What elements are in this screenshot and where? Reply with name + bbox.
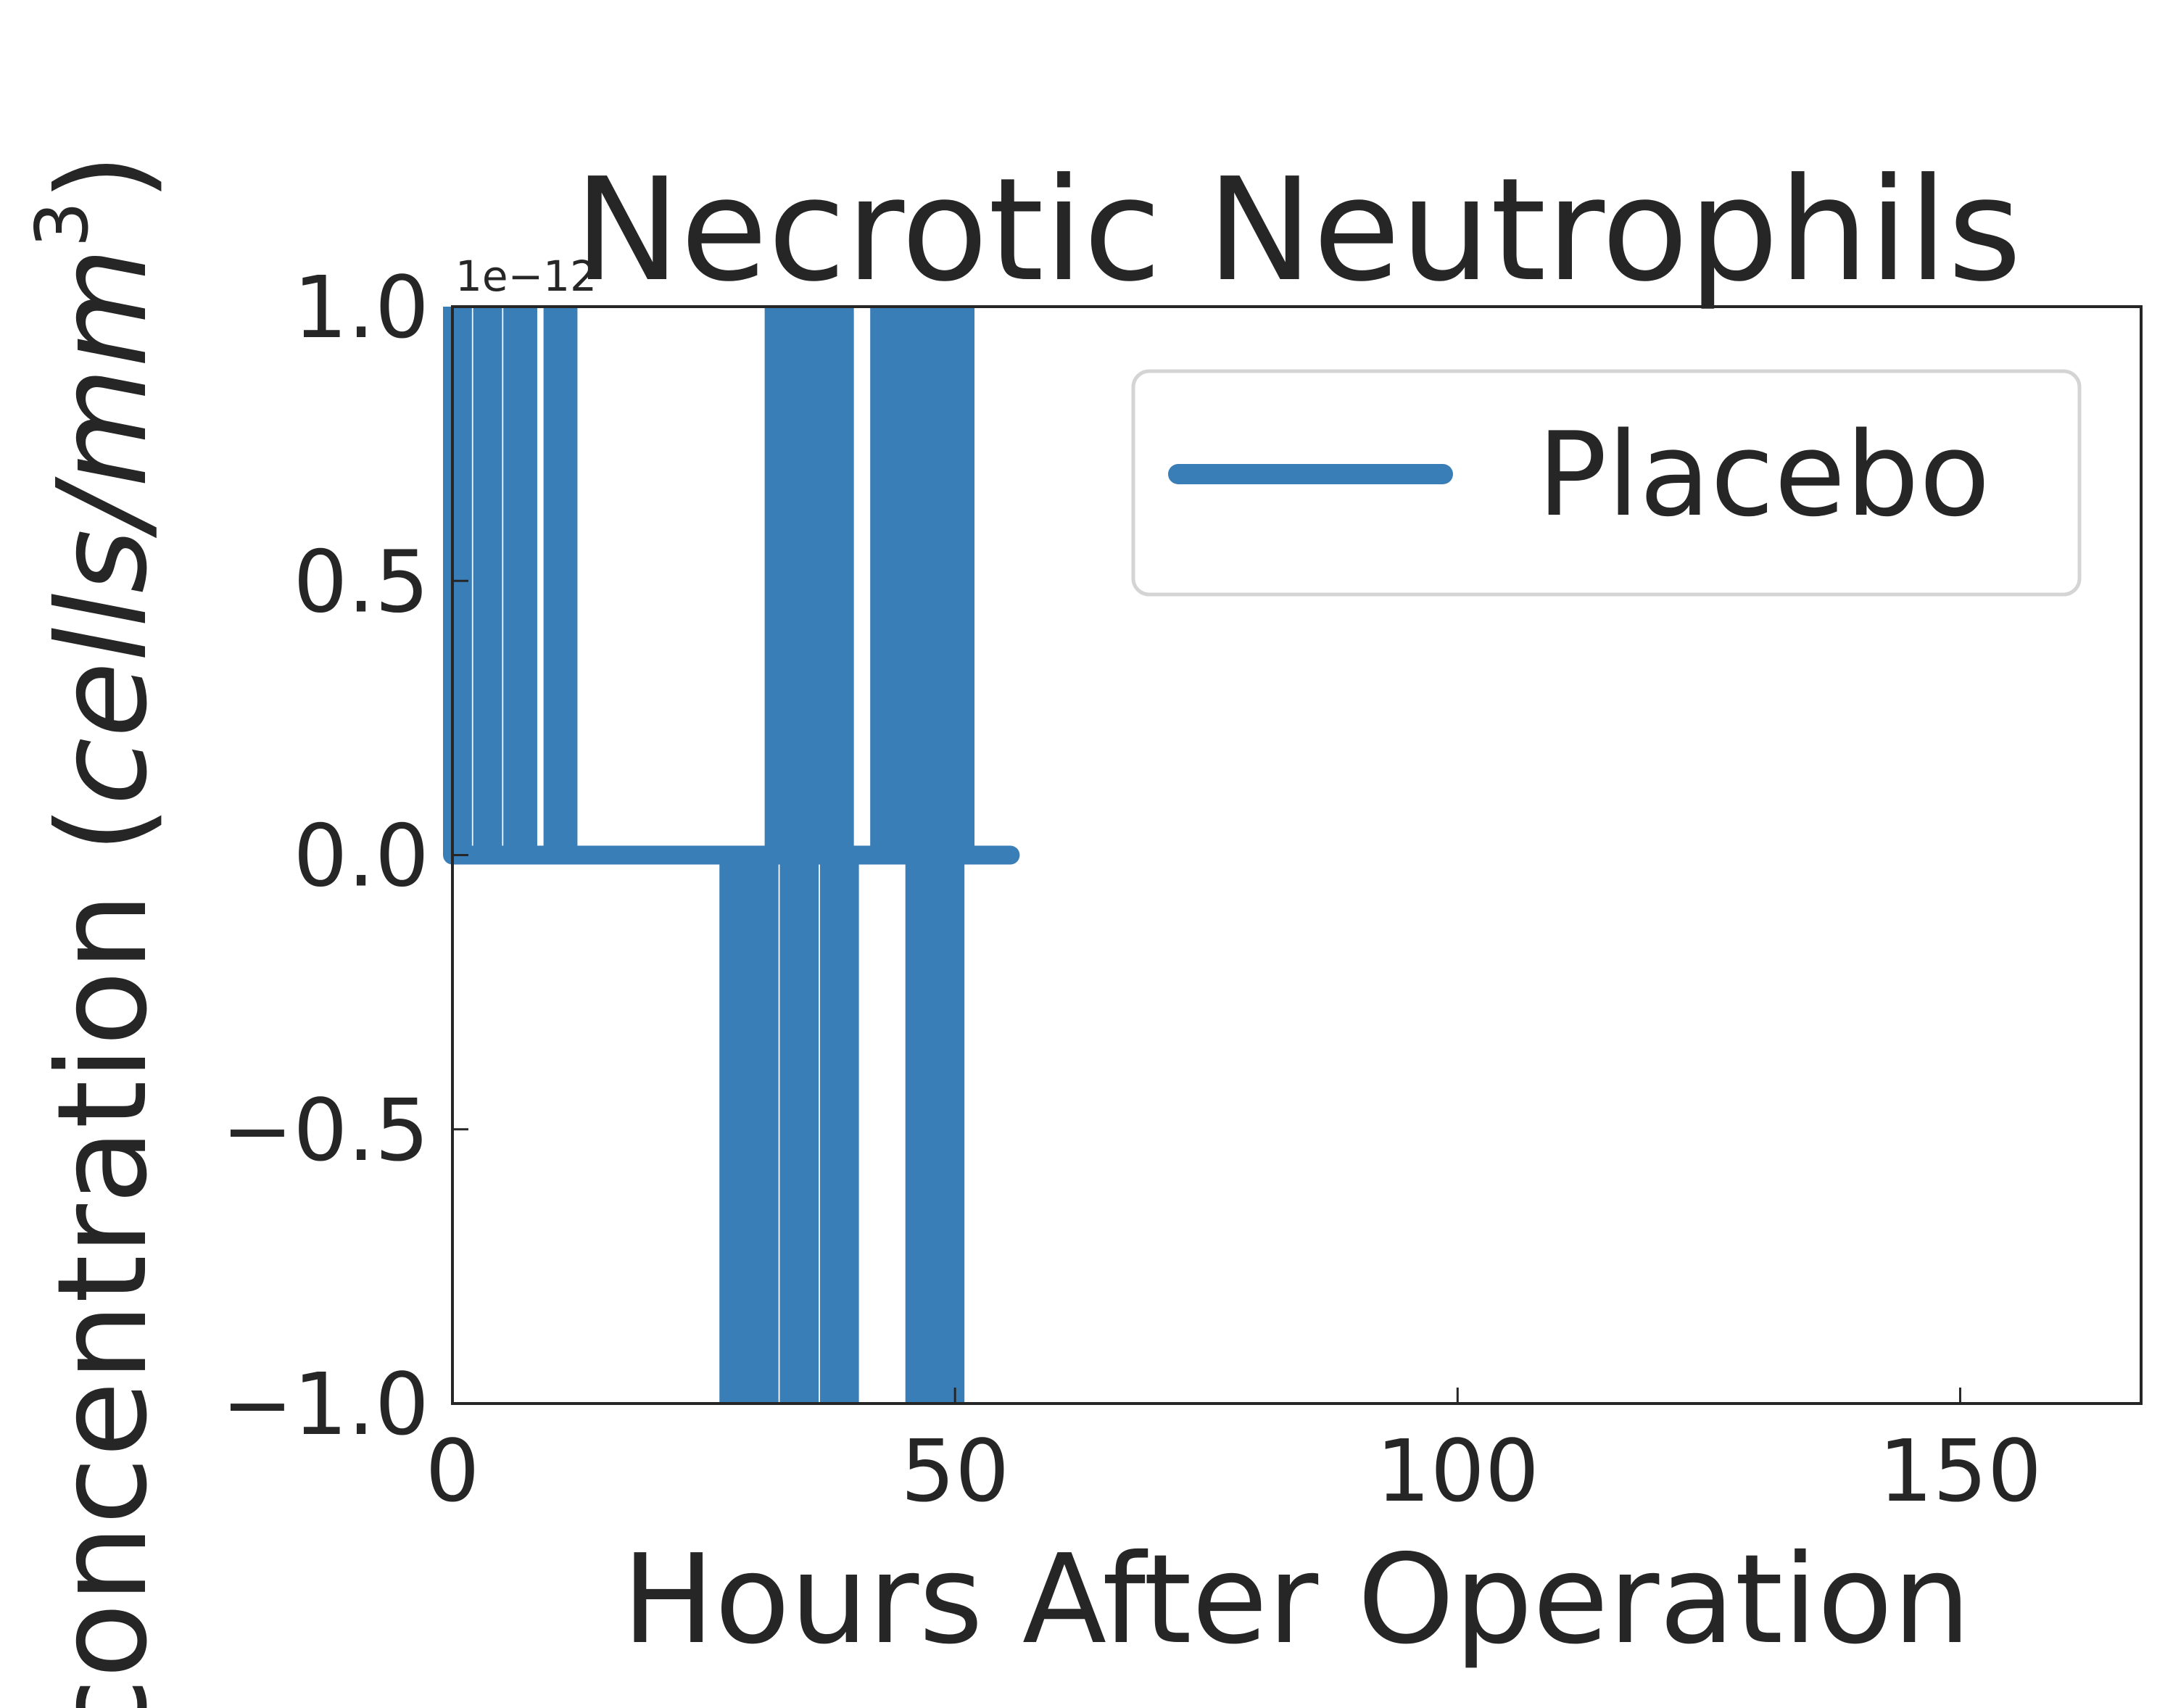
legend-box <box>1131 369 2082 597</box>
series-step-placebo <box>870 307 950 855</box>
series-step-placebo <box>503 307 537 855</box>
y-axis-label-exponent: 3 <box>20 202 104 248</box>
series-step-placebo <box>719 855 779 1404</box>
series-step-placebo <box>779 855 819 1404</box>
y-axis-label-units: cells/mm <box>31 247 175 805</box>
y-axis-ticks: −1.0 −0.5 0.0 0.5 1.0 <box>221 257 468 1454</box>
series-layer <box>443 307 1020 1404</box>
x-axis-label: Hours After Operation <box>622 1528 1971 1672</box>
series-step-placebo <box>764 307 854 855</box>
legend: Placebo <box>1131 369 2082 597</box>
y-tick-label: 1.0 <box>293 257 429 357</box>
x-tick-label: 0 <box>425 1421 479 1521</box>
y-axis-label-prefix: concentration ( <box>31 805 175 1708</box>
y-tick-label: 0.0 <box>293 806 429 906</box>
series-step-placebo <box>473 307 502 855</box>
plot-area <box>443 307 1020 1404</box>
y-tick-label: −0.5 <box>221 1080 429 1180</box>
series-step-placebo <box>819 855 859 1404</box>
y-tick-label: 0.5 <box>293 531 429 631</box>
series-step-placebo <box>940 307 975 855</box>
x-tick-label: 100 <box>1376 1421 1539 1521</box>
chart-title: Necrotic Neutrophils <box>574 148 2022 313</box>
legend-label-placebo: Placebo <box>1537 407 1990 542</box>
y-axis-label: concentration (cells/mm3) <box>20 153 175 1708</box>
y-axis-label-suffix: ) <box>31 153 175 201</box>
x-axis-ticks: 0 50 100 150 <box>425 1388 2042 1521</box>
series-step-placebo <box>905 855 965 1404</box>
y-tick-label: −1.0 <box>221 1354 429 1454</box>
y-offset-label: 1e−12 <box>455 252 597 301</box>
x-tick-label: 150 <box>1879 1421 2042 1521</box>
series-step-placebo <box>543 307 578 855</box>
x-tick-label: 50 <box>901 1421 1009 1521</box>
